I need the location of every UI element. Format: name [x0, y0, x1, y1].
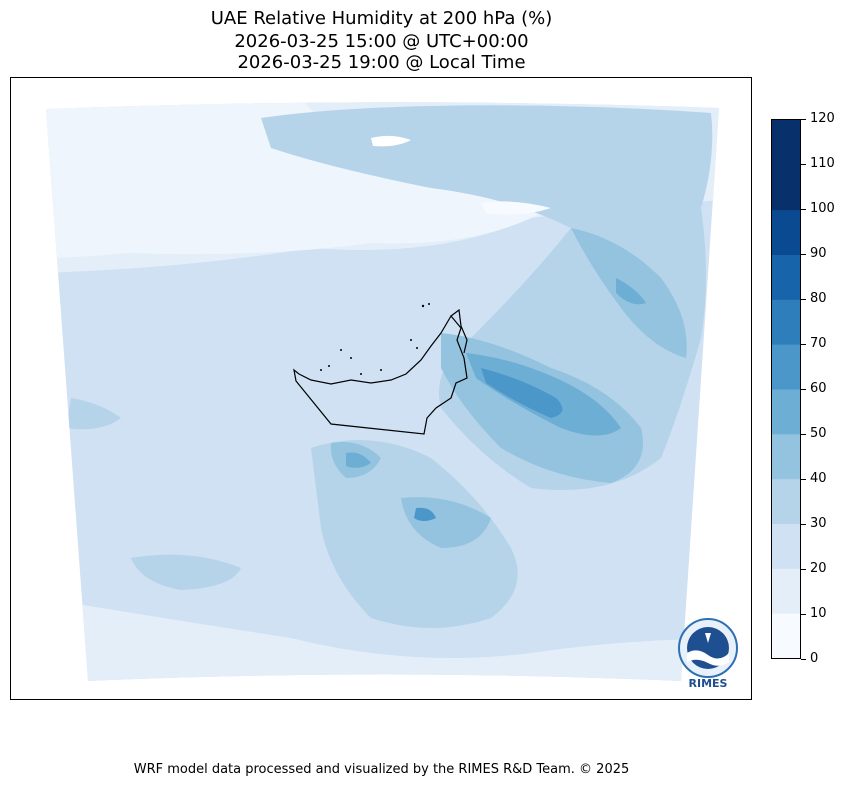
colorbar-tick-label: 40: [801, 472, 827, 486]
colorbar-tick-label: 50: [801, 427, 827, 441]
colorbar-segment: [772, 299, 800, 345]
colorbar-tick-label: 110: [801, 157, 835, 171]
moist-core-60: [481, 368, 563, 418]
dry-band-south: [46, 598, 719, 682]
colorbar-tick-label: 90: [801, 247, 827, 261]
colorbar-segment: [772, 389, 800, 435]
moist-zone-south-30: [311, 440, 518, 628]
dry-core-north: [46, 102, 551, 258]
colorbar-tick-label: 0: [801, 652, 818, 666]
colorbar-segment: [772, 120, 800, 166]
moist-core-central: [346, 452, 371, 468]
colorbar-tick-label: 100: [801, 202, 835, 216]
colorbar-tick-label: 120: [801, 112, 835, 126]
colorbar-segment: [772, 254, 800, 300]
colorbar-tick-label: 10: [801, 607, 827, 621]
colorbar-tick-label: 80: [801, 292, 827, 306]
moist-core-south: [414, 507, 436, 521]
map-title: UAE Relative Humidity at 200 hPa (%): [210, 8, 553, 29]
footer-credit: WRF model data processed and visualized …: [133, 762, 630, 777]
colorbar-segment: [772, 523, 800, 569]
colorbar-segment: [772, 568, 800, 614]
colorbar-segment: [772, 613, 800, 658]
uae-islands: [320, 303, 430, 375]
dry-hole-1: [371, 135, 411, 147]
local-time: 2026-03-25 19:00 @ Local Time: [237, 52, 526, 73]
rimes-logo: RIMES: [677, 617, 739, 689]
colorbar-segment: [772, 344, 800, 390]
colorbar-tick-label: 60: [801, 382, 827, 396]
colorbar: [771, 119, 801, 659]
colorbar-segment: [772, 164, 800, 211]
colorbar-scale: [772, 120, 800, 658]
colorbar-segment: [772, 433, 800, 480]
colorbar-tick-label: 70: [801, 337, 827, 351]
colorbar-segment: [772, 478, 800, 524]
moist-patch-sw: [131, 554, 241, 590]
colorbar-tick-label: 20: [801, 562, 827, 576]
utc-time: 2026-03-25 15:00 @ UTC+00:00: [234, 31, 529, 52]
humidity-field: [46, 102, 719, 682]
dry-hole-2: [481, 201, 551, 215]
moist-patch-w: [66, 398, 121, 430]
colorbar-tick-label: 30: [801, 517, 827, 531]
moist-core-ne: [616, 278, 646, 305]
logo-text: RIMES: [689, 677, 728, 689]
colorbar-segment: [772, 209, 800, 255]
uae-boundary: [293, 308, 468, 435]
map-panel: RIMES: [10, 77, 752, 700]
